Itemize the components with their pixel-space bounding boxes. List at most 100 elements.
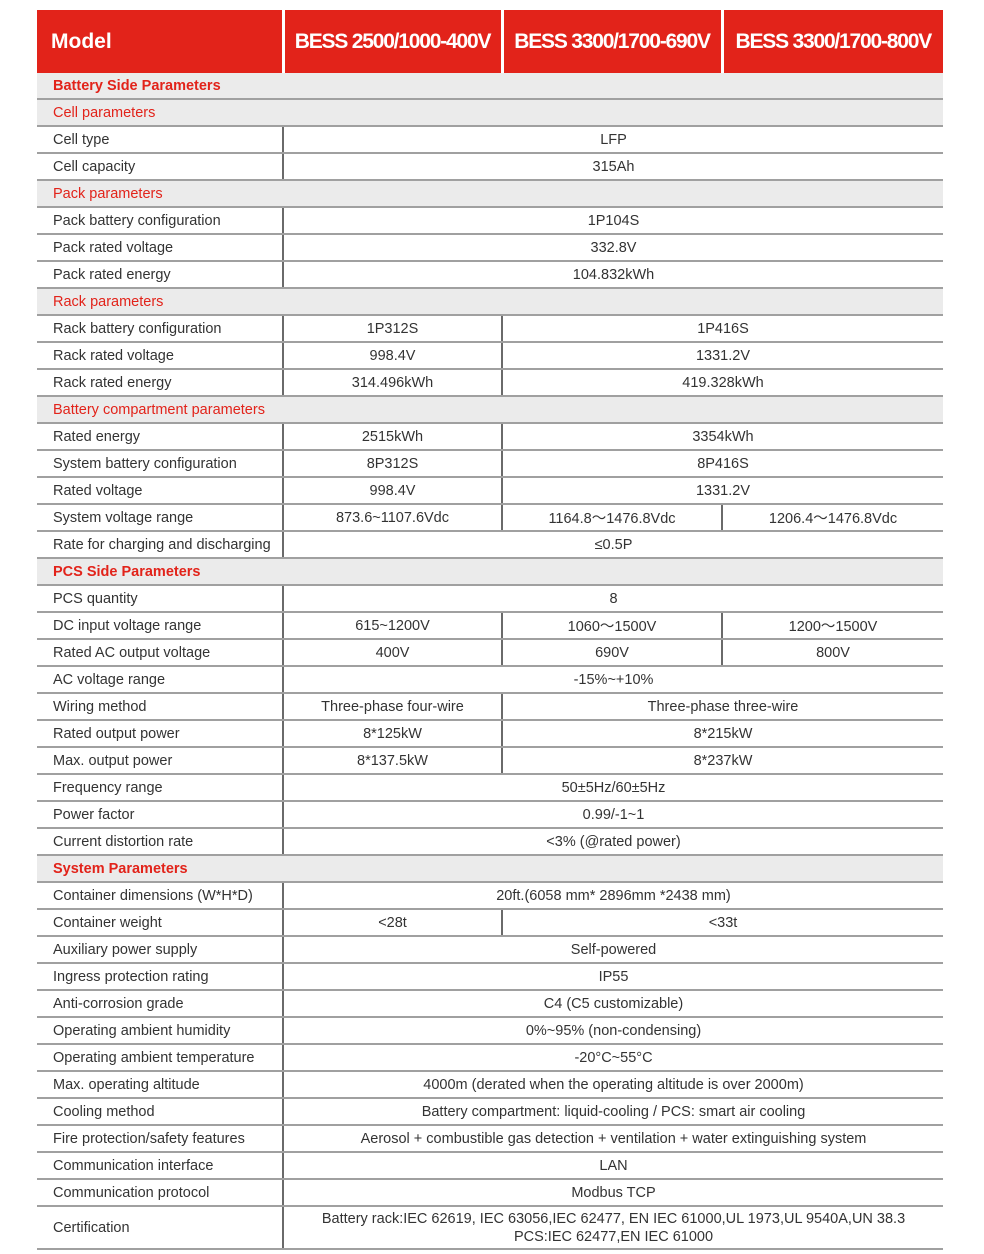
parameter-value: 800V	[721, 639, 943, 667]
parameter-value: ≤0.5P	[282, 531, 943, 559]
parameter-label: Operating ambient temperature	[37, 1044, 284, 1072]
spec-body: Battery Side Parameters Cell parameters Ce…	[37, 73, 943, 1250]
parameter-label: Wiring method	[37, 693, 284, 721]
table-row: Cell type LFP	[37, 126, 943, 154]
parameter-value: 998.4V	[282, 477, 502, 505]
parameter-label: Anti-corrosion grade	[37, 990, 284, 1018]
parameter-value: 8P312S	[282, 450, 502, 478]
parameter-value: <28t	[282, 909, 502, 937]
table-row: Max. operating altitude 4000m (derated wh…	[37, 1071, 943, 1099]
parameter-value: 8	[282, 585, 943, 613]
parameter-value: 1331.2V	[501, 477, 943, 505]
parameter-value: 400V	[282, 639, 502, 667]
table-row: Communication interface LAN	[37, 1152, 943, 1180]
table-row: Rate for charging and discharging ≤0.5P	[37, 531, 943, 559]
table-row: Max. output power 8*137.5kW 8*237kW	[37, 747, 943, 775]
parameter-value: 8*137.5kW	[282, 747, 502, 775]
parameter-value: 1P104S	[282, 207, 943, 235]
parameter-value: 314.496kWh	[282, 369, 502, 397]
parameter-value: 8*215kW	[501, 720, 943, 748]
section-title: Cell parameters	[37, 99, 943, 127]
parameter-value: -20°C~55°C	[282, 1044, 943, 1072]
parameter-label: Ingress protection rating	[37, 963, 284, 991]
table-row: Container dimensions (W*H*D) 20ft.(6058 m…	[37, 882, 943, 910]
table-row: Anti-corrosion grade C4 (C5 customizable)	[37, 990, 943, 1018]
parameter-label: Rate for charging and discharging	[37, 531, 284, 559]
table-row: Current distortion rate <3% (@rated power…	[37, 828, 943, 856]
table-row: PCS quantity 8	[37, 585, 943, 613]
parameter-value: 104.832kWh	[282, 261, 943, 289]
parameter-label: Rack battery configuration	[37, 315, 284, 343]
model-column-1: BESS 2500/1000-400V	[281, 10, 502, 73]
parameter-value: <33t	[501, 909, 943, 937]
parameter-value: 8*125kW	[282, 720, 502, 748]
parameter-label: Rated output power	[37, 720, 284, 748]
parameter-label: PCS quantity	[37, 585, 284, 613]
section-header-row: PCS Side Parameters	[37, 558, 943, 586]
parameter-value: LAN	[282, 1152, 943, 1180]
table-row: Power factor 0.99/-1~1	[37, 801, 943, 829]
parameter-label: DC input voltage range	[37, 612, 284, 640]
parameter-label: System voltage range	[37, 504, 284, 532]
model-header: Model	[37, 10, 283, 73]
section-title: Rack parameters	[37, 288, 943, 316]
parameter-label: Frequency range	[37, 774, 284, 802]
parameter-label: Certification	[37, 1206, 284, 1250]
table-row: Rack battery configuration 1P312S 1P416S	[37, 315, 943, 343]
parameter-label: Auxiliary power supply	[37, 936, 284, 964]
table-row: Container weight <28t <33t	[37, 909, 943, 937]
table-row: Certification Battery rack:IEC 62619, IEC…	[37, 1206, 943, 1250]
parameter-value-line: PCS:IEC 62477,EN IEC 61000	[513, 1228, 714, 1245]
table-row: System voltage range 873.6~1107.6Vdc 1164.…	[37, 504, 943, 532]
table-row: DC input voltage range 615~1200V 1060～1500…	[37, 612, 943, 640]
parameter-value: 315Ah	[282, 153, 943, 181]
parameter-value: 1206.4～1476.8Vdc	[721, 504, 943, 532]
section-title: Pack parameters	[37, 180, 943, 208]
parameter-label: Operating ambient humidity	[37, 1017, 284, 1045]
parameter-value: 1164.8～1476.8Vdc	[501, 504, 722, 532]
parameter-value: 4000m (derated when the operating altitu…	[282, 1071, 943, 1099]
parameter-value: 0%~95% (non-condensing)	[282, 1017, 943, 1045]
model-column-3: BESS 3300/1700-800V	[720, 10, 943, 73]
section-header-row: Pack parameters	[37, 180, 943, 208]
parameter-label: System battery configuration	[37, 450, 284, 478]
parameter-value: 615~1200V	[282, 612, 502, 640]
parameter-value: Aerosol + combustible gas detection + ve…	[282, 1125, 943, 1153]
parameter-label: Pack rated voltage	[37, 234, 284, 262]
section-header-row: System Parameters	[37, 855, 943, 883]
table-row: Cooling method Battery compartment: liqui…	[37, 1098, 943, 1126]
section-title: System Parameters	[37, 855, 943, 883]
parameter-label: Fire protection/safety features	[37, 1125, 284, 1153]
section-header-row: Battery compartment parameters	[37, 396, 943, 424]
section-header-row: Rack parameters	[37, 288, 943, 316]
parameter-value: 690V	[501, 639, 722, 667]
spec-table: Model BESS 2500/1000-400V BESS 3300/1700…	[37, 10, 943, 1250]
table-row: Pack rated energy 104.832kWh	[37, 261, 943, 289]
parameter-label: Current distortion rate	[37, 828, 284, 856]
parameter-value-line: Battery rack:IEC 62619, IEC 63056,IEC 62…	[321, 1210, 906, 1227]
parameter-label: Pack rated energy	[37, 261, 284, 289]
parameter-value: 419.328kWh	[501, 369, 943, 397]
section-title: Battery Side Parameters	[37, 73, 943, 100]
parameter-label: Max. output power	[37, 747, 284, 775]
parameter-value: <3% (@rated power)	[282, 828, 943, 856]
parameter-value: 1200～1500V	[721, 612, 943, 640]
parameter-value: Three-phase four-wire	[282, 693, 502, 721]
parameter-value: 1060～1500V	[501, 612, 722, 640]
table-row: Auxiliary power supply Self-powered	[37, 936, 943, 964]
table-row: Frequency range 50±5Hz/60±5Hz	[37, 774, 943, 802]
parameter-value: 3354kWh	[501, 423, 943, 451]
parameter-value: 0.99/-1~1	[282, 801, 943, 829]
parameter-value: Self-powered	[282, 936, 943, 964]
parameter-value: Modbus TCP	[282, 1179, 943, 1207]
parameter-value: Three-phase three-wire	[501, 693, 943, 721]
table-row: Ingress protection rating IP55	[37, 963, 943, 991]
parameter-label: Container dimensions (W*H*D)	[37, 882, 284, 910]
table-row: Wiring method Three-phase four-wire Three-…	[37, 693, 943, 721]
parameter-value: C4 (C5 customizable)	[282, 990, 943, 1018]
table-row: Operating ambient humidity 0%~95% (non-co…	[37, 1017, 943, 1045]
model-column-2: BESS 3300/1700-690V	[500, 10, 722, 73]
parameter-label: Cell capacity	[37, 153, 284, 181]
parameter-label: Communication interface	[37, 1152, 284, 1180]
table-row: Rated AC output voltage 400V 690V 800V	[37, 639, 943, 667]
